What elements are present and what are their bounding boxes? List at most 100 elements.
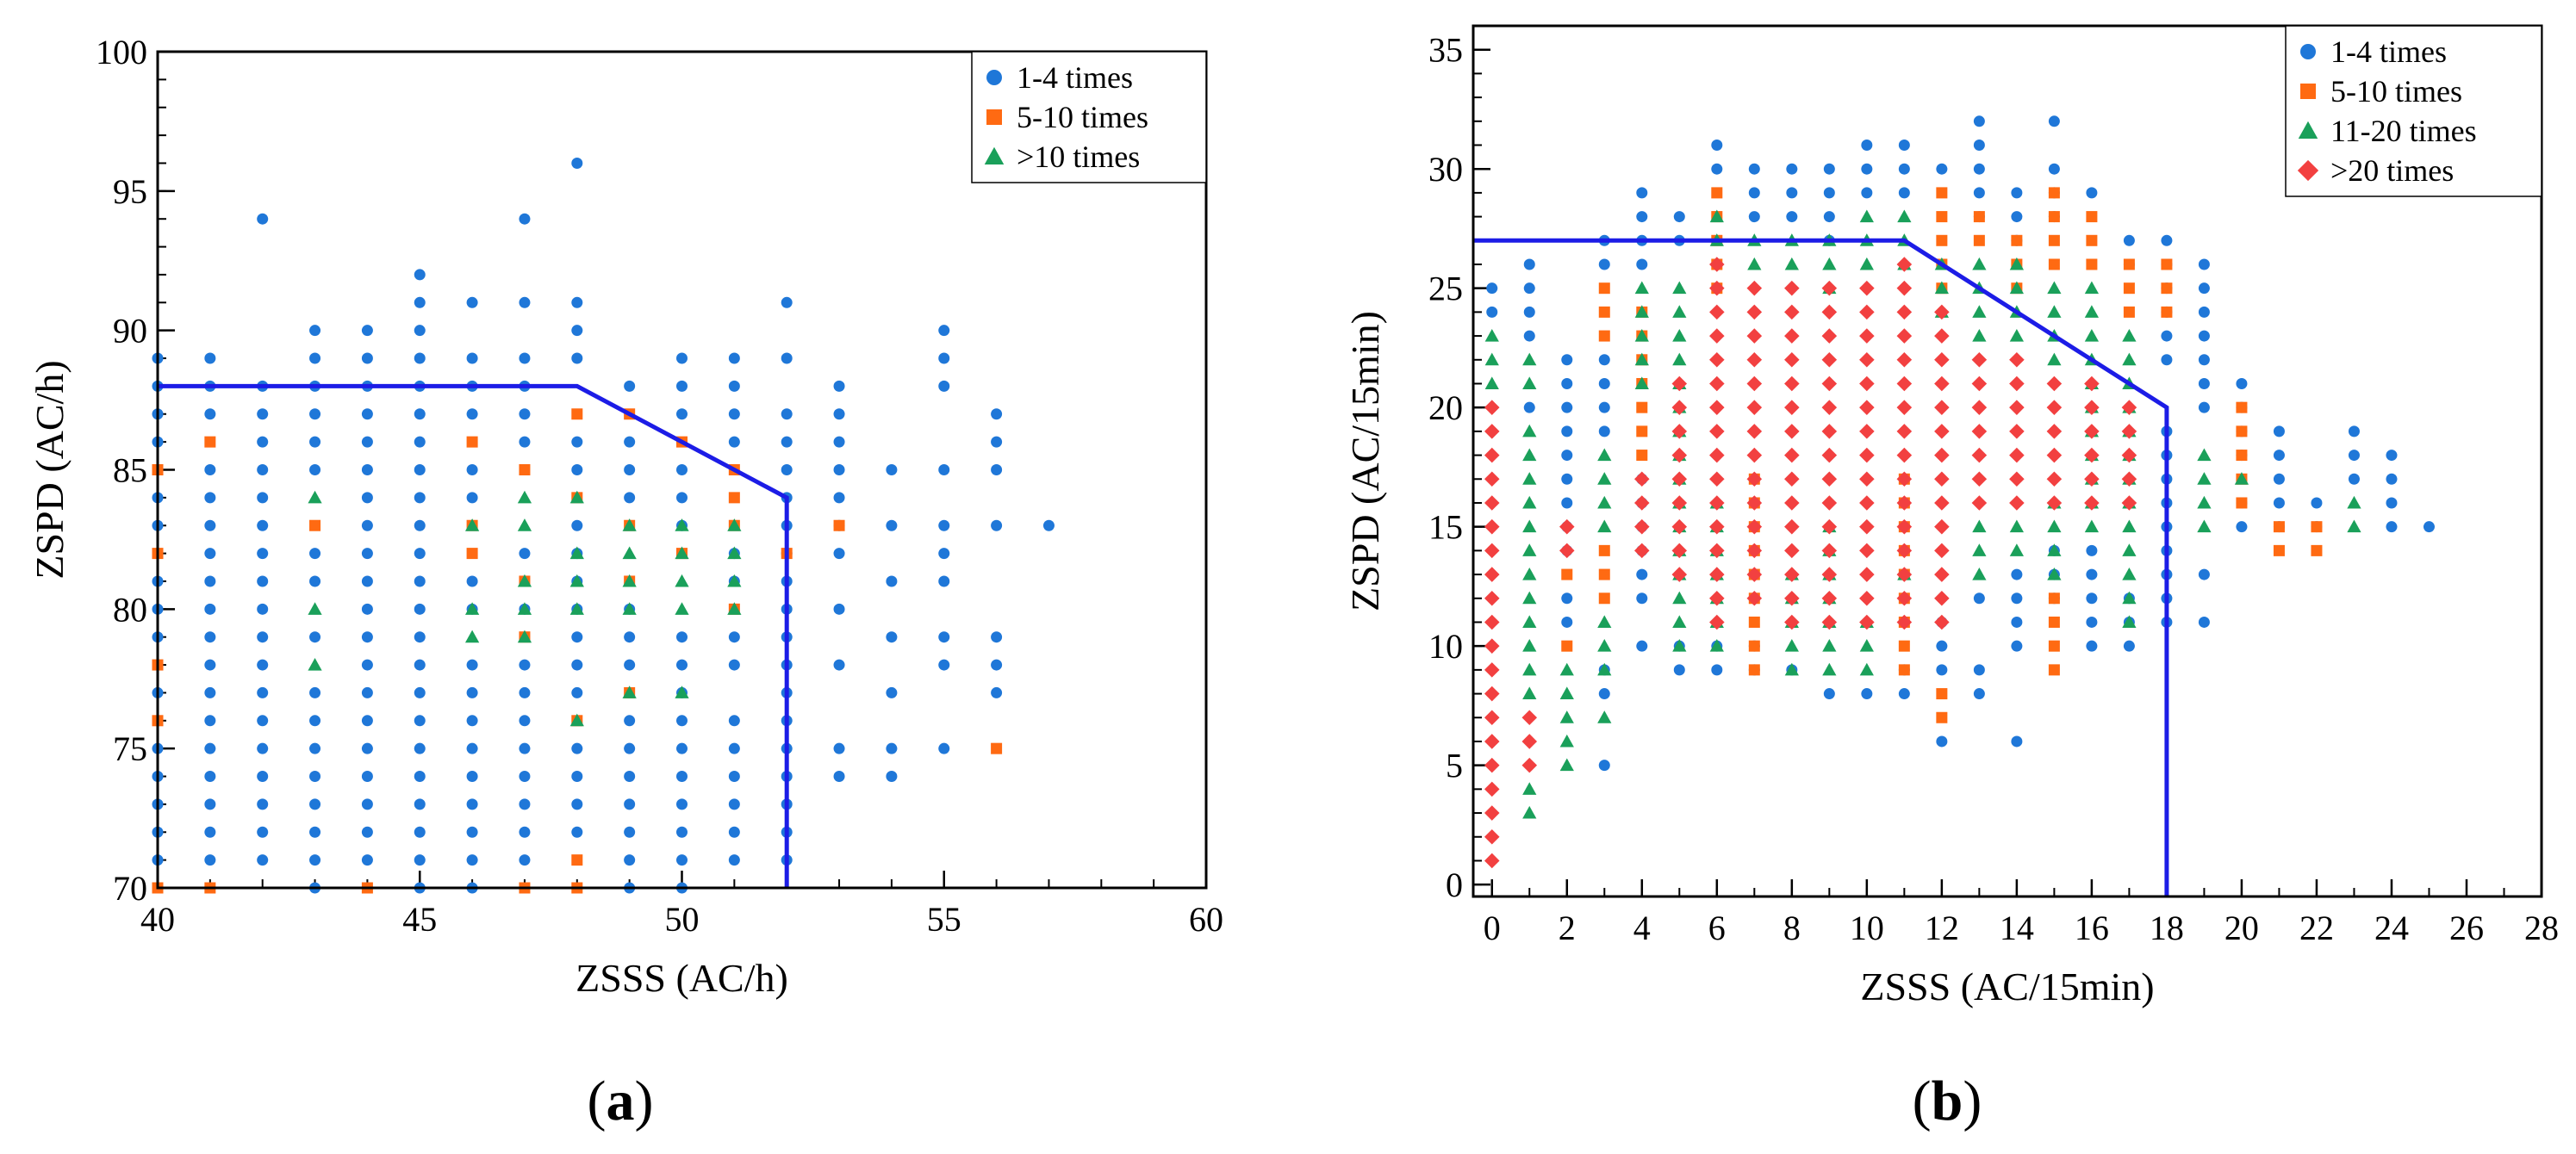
data-point [1898,139,1910,151]
data-point [1709,567,1725,582]
x-tick-label: 22 [2299,909,2334,947]
data-point [1971,400,1988,415]
data-point [309,854,321,866]
data-point [2386,473,2398,485]
data-point [571,854,583,866]
data-point [2009,495,2025,511]
data-point [1711,187,1723,199]
data-point [1671,471,1688,487]
x-tick-label: 24 [2374,909,2409,947]
data-point [1484,400,1500,415]
data-point [1522,591,1537,605]
data-point [1821,304,1838,320]
data-point [2161,330,2173,342]
data-point [2197,448,2212,462]
data-point [2198,330,2210,342]
data-point [1484,518,1500,535]
data-point [1522,472,1537,485]
data-point [414,296,426,308]
data-point [2198,616,2210,628]
data-point [1859,471,1875,487]
data-point [257,575,269,587]
data-point [519,771,531,783]
legend-label-11-20-times: 11-20 times [2330,114,2477,148]
data-point [938,659,950,671]
data-point [2009,352,2025,368]
data-point [2048,640,2060,652]
x-axis-title: ZSSS (AC/15min) [1860,965,2154,1008]
data-point [414,436,426,448]
data-point [2048,593,2060,605]
data-point [414,659,426,671]
data-point [257,854,269,866]
y-tick-label: 90 [113,312,147,351]
data-point [991,659,1003,671]
data-point [1559,710,1574,723]
y-tick-label: 25 [1428,270,1463,308]
data-point [361,631,373,643]
data-point [466,436,478,448]
data-point [1859,257,1874,270]
data-point [728,352,740,364]
data-point [2311,544,2323,556]
data-point [1522,686,1537,700]
data-point [1598,688,1610,700]
data-point [1598,544,1610,556]
legend-marker-5-10-times [2300,84,2316,99]
legend-box [2285,25,2542,197]
data-point [204,408,216,420]
data-point [1598,306,1610,318]
data-point [361,575,373,587]
y-tick-label: 30 [1428,150,1463,189]
data-point [1671,543,1688,559]
data-point [728,798,740,810]
data-point [361,325,373,337]
data-point [1971,424,1988,439]
data-point [886,464,898,475]
data-point [2009,400,2025,415]
data-point [2086,211,2098,223]
data-point [414,352,426,364]
data-point [2009,424,2025,439]
data-point [1748,616,1760,628]
data-point [1559,662,1574,676]
data-point [938,548,950,560]
data-point [676,352,688,364]
data-point [1859,662,1874,676]
data-point [2198,401,2210,413]
data-point [2048,664,2060,676]
data-point [361,492,373,504]
data-point [1522,782,1537,795]
data-point [2084,424,2100,439]
data-point [1672,352,1687,366]
data-point [1896,400,1913,415]
data-point [1521,757,1538,773]
data-point [1709,639,1724,652]
data-point [1559,734,1574,748]
data-point [1973,211,1985,223]
data-point [519,352,531,364]
data-point [571,771,583,783]
data-point [1896,328,1913,344]
data-point [1784,471,1800,487]
data-point [1523,306,1535,318]
data-point [676,659,688,671]
data-point [1973,163,1985,175]
data-point [1673,664,1685,676]
data-point [1786,187,1798,199]
data-point [1896,614,1913,630]
data-point [1821,280,1838,296]
data-point [1484,638,1500,654]
data-point [675,686,689,698]
data-point [571,826,583,838]
data-point [1784,257,1799,270]
data-point [361,771,373,783]
data-point [2086,616,2098,628]
data-point [1898,187,1910,199]
x-tick-label: 20 [2224,909,2259,947]
data-point [257,519,269,531]
data-point [1746,590,1763,606]
data-point [2084,281,2100,295]
data-point [519,548,531,560]
data-point [1896,590,1913,606]
